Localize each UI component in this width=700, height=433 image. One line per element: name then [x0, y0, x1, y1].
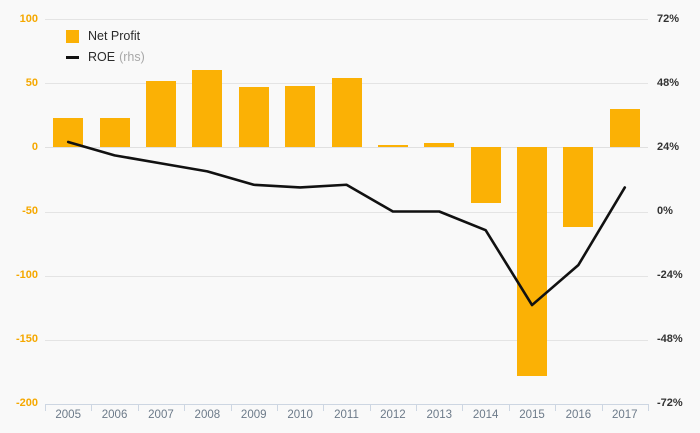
- bar[interactable]: [285, 85, 316, 148]
- x-axis-tick-mark: [137, 404, 139, 411]
- x-axis-line: [45, 404, 648, 405]
- bar[interactable]: [145, 80, 176, 148]
- x-axis-tick-mark: [416, 404, 418, 411]
- x-axis-tick-label: 2008: [194, 409, 221, 421]
- right-axis-tick-label: 24%: [657, 141, 680, 153]
- bar[interactable]: [470, 147, 501, 203]
- bar[interactable]: [424, 143, 455, 148]
- plot-area: [45, 19, 649, 411]
- x-axis-tick-label: 2013: [426, 409, 453, 421]
- bar[interactable]: [609, 108, 640, 148]
- x-axis-tick-mark: [555, 404, 557, 411]
- x-axis-tick-mark: [230, 404, 232, 411]
- bar[interactable]: [377, 144, 408, 148]
- x-axis-tick-label: 2007: [148, 409, 174, 421]
- legend-item-roe[interactable]: ROE (rhs): [66, 48, 145, 66]
- right-axis-tick-label: 72%: [657, 13, 680, 25]
- left-axis-tick-label: 50: [25, 77, 38, 89]
- gridline: [45, 147, 648, 149]
- gridline: [45, 275, 648, 277]
- x-axis-tick-mark: [648, 404, 649, 411]
- bar[interactable]: [331, 78, 362, 148]
- x-axis-tick-label: 2012: [380, 409, 406, 421]
- left-axis-tick-label: -200: [15, 397, 38, 409]
- bar[interactable]: [238, 87, 269, 148]
- x-axis-tick-label: 2011: [334, 409, 359, 421]
- left-axis-tick-label: -150: [15, 333, 38, 345]
- left-axis-tick-label: -50: [22, 205, 38, 217]
- left-axis-tick-label: 100: [19, 13, 38, 25]
- x-axis-tick-label: 2015: [519, 409, 545, 421]
- x-axis-tick-label: 2009: [240, 409, 267, 421]
- x-axis-tick-mark: [184, 404, 186, 411]
- x-axis-tick-mark: [369, 404, 371, 411]
- x-axis-tick-mark: [91, 404, 93, 411]
- right-axis-tick-label: -24%: [657, 269, 683, 281]
- x-axis-tick-mark: [45, 404, 46, 411]
- right-axis-tick-label: -72%: [657, 397, 683, 409]
- bar[interactable]: [99, 117, 130, 148]
- x-axis-tick-mark: [323, 404, 325, 411]
- bar[interactable]: [192, 70, 223, 148]
- right-axis-tick-label: 0%: [657, 205, 673, 217]
- x-axis-tick-label: 2006: [101, 409, 128, 421]
- x-axis-tick-mark: [601, 404, 603, 411]
- x-axis-tick-label: 2014: [472, 409, 499, 421]
- x-axis-tick-label: 2016: [565, 409, 592, 421]
- gridline: [45, 19, 648, 20]
- chart-legend: Net Profit ROE (rhs): [66, 27, 145, 69]
- roe-line-path: [66, 140, 627, 307]
- x-axis-tick-mark: [276, 404, 278, 411]
- x-axis-tick-label: 2005: [55, 409, 81, 421]
- legend-item-label: ROE: [88, 50, 116, 64]
- bar[interactable]: [563, 147, 594, 227]
- gridline: [45, 211, 648, 213]
- bar[interactable]: [517, 147, 548, 376]
- x-axis-tick-label: 2010: [287, 409, 313, 421]
- legend-item-net-profit[interactable]: Net Profit: [66, 27, 145, 45]
- x-axis-tick-mark: [508, 404, 510, 411]
- x-axis-tick-label: 2017: [612, 409, 638, 421]
- legend-item-label: Net Profit: [88, 29, 141, 43]
- right-axis-tick-label: -48%: [657, 333, 683, 345]
- left-axis-tick-label: 0: [31, 141, 38, 153]
- legend-item-sublabel: (rhs): [119, 50, 145, 64]
- legend-line-swatch-icon: [66, 55, 79, 59]
- right-axis-tick-label: 48%: [657, 77, 680, 89]
- left-axis-tick-label: -100: [15, 269, 38, 281]
- line-series-roe: [66, 140, 627, 307]
- x-axis-tick-mark: [462, 404, 464, 411]
- legend-square-swatch-icon: [66, 29, 79, 43]
- gridline: [45, 339, 648, 341]
